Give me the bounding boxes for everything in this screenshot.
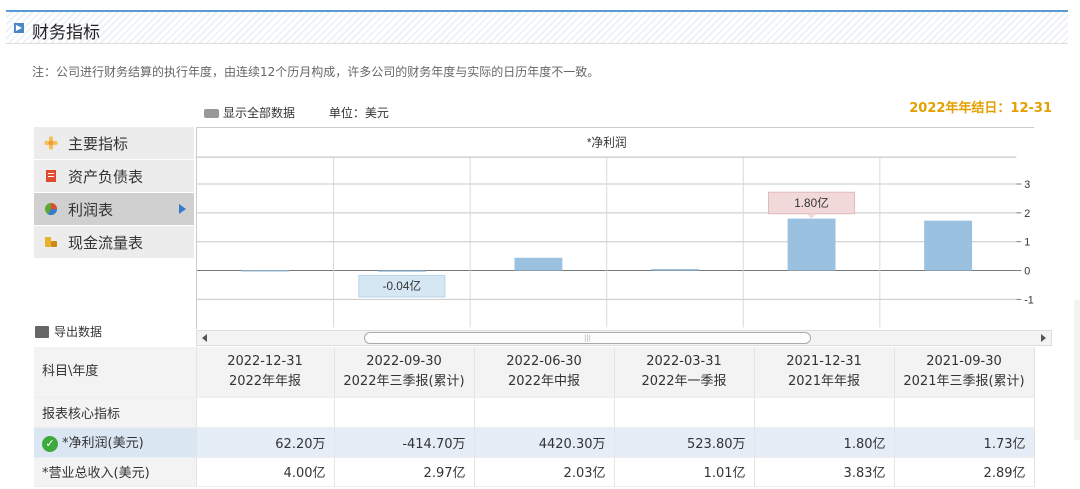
table-cell: 3.83亿 — [754, 457, 895, 487]
menu-item-income-statement[interactable]: 利润表 — [34, 193, 194, 226]
section-label: 报表核心指标 — [34, 397, 197, 428]
column-date: 2021-09-30 — [926, 353, 1002, 369]
table-cell: 523.80万 — [614, 427, 755, 458]
row-label: ✓ *净利润(美元) — [34, 427, 197, 458]
financial-table: 科目\年度 2022-12-31 2022年年报 2022-09-30 2022年三… — [34, 347, 1035, 487]
row-label-text: *净利润(美元) — [62, 436, 144, 452]
menu-item-label: 资产负债表 — [68, 167, 144, 186]
show-all-data-label: 显示全部数据 — [223, 106, 296, 120]
column-period: 2022年年报 — [228, 373, 302, 389]
grip-icon: ||| — [583, 334, 592, 342]
section-header: ▶ 财务指标 — [6, 10, 1068, 44]
check-icon[interactable]: ✓ — [42, 435, 58, 452]
table-cell: 2.89亿 — [894, 457, 1035, 487]
column-header[interactable]: 2022-09-30 2022年三季报(累计) — [334, 347, 475, 398]
table-row-revenue[interactable]: *营业总收入(美元) 4.00亿 2.97亿 2.03亿 1.01亿 3.83亿… — [34, 457, 1035, 487]
column-date: 2021-12-31 — [786, 353, 862, 369]
y-tick-label: 0 — [1024, 265, 1030, 277]
y-tick-label: -1 — [1024, 294, 1034, 306]
column-header[interactable]: 2022-12-31 2022年年报 — [196, 347, 335, 398]
menu-item-key-indicators[interactable]: 主要指标 — [34, 127, 194, 160]
speech-bubble-icon — [204, 109, 219, 118]
table-cell: 62.20万 — [196, 427, 335, 458]
page-scroll-edge — [1074, 300, 1080, 440]
tooltip-pointer — [806, 213, 817, 219]
column-date: 2022-09-30 — [366, 353, 442, 369]
table-cell: 2.97亿 — [334, 457, 475, 487]
y-tick-label: 3 — [1024, 179, 1030, 191]
table-cell: 1.73亿 — [894, 427, 1035, 458]
table-cell: 2.03亿 — [474, 457, 615, 487]
column-header[interactable]: 2021-12-31 2021年年报 — [754, 347, 895, 398]
fiscal-year-note: 注：公司进行财务结算的执行年度，由连续12个历月构成，许多公司的财务年度与实际的… — [32, 65, 600, 79]
value-tooltip — [358, 274, 446, 298]
pie-chart-icon — [45, 203, 57, 216]
table-row-net-profit[interactable]: ✓ *净利润(美元) 62.20万 -414.70万 4420.30万 523.8… — [34, 427, 1035, 458]
net-profit-chart: *净利润 3 2 1 0 -1 1.80亿 -0.04亿 — [196, 127, 1034, 329]
column-period: 2022年三季报(累计) — [343, 373, 465, 389]
table-header-row: 科目\年度 2022-12-31 2022年年报 2022-09-30 2022年三… — [34, 347, 1035, 398]
unit-label: 单位：美元 — [328, 106, 389, 120]
export-data-button[interactable]: 导出数据 — [35, 323, 102, 340]
y-tick-label: 2 — [1024, 208, 1030, 220]
active-arrow-icon — [179, 204, 186, 214]
table-cell: 4.00亿 — [196, 457, 335, 487]
column-period: 2022年一季报 — [641, 373, 727, 389]
section-marker-icon: ▶ — [14, 23, 24, 33]
menu-item-cash-flow[interactable]: 现金流量表 — [34, 226, 194, 259]
flower-icon — [44, 136, 58, 150]
coins-icon — [45, 237, 57, 247]
menu-item-label: 利润表 — [68, 200, 114, 219]
section-row: 报表核心指标 — [34, 397, 1035, 428]
menu-item-label: 现金流量表 — [68, 233, 144, 252]
column-date: 2022-06-30 — [506, 353, 582, 369]
statement-menu: 主要指标 资产负债表 利润表 现金流量表 — [34, 127, 194, 259]
chart-bar — [241, 270, 290, 272]
menu-item-label: 主要指标 — [68, 134, 129, 153]
chart-title: *净利润 — [587, 135, 627, 149]
column-header[interactable]: 2021-09-30 2021年三季报(累计) — [894, 347, 1035, 398]
chart-bar — [651, 269, 699, 271]
row-label: *营业总收入(美元) — [34, 457, 197, 487]
fiscal-year-end: 2022年年结日：12-31 — [909, 101, 1052, 116]
document-icon — [46, 170, 56, 182]
table-cell: -414.70万 — [334, 427, 475, 458]
table-cell: 1.80亿 — [754, 427, 895, 458]
chart-bar — [514, 257, 563, 271]
export-label: 导出数据 — [54, 325, 103, 339]
scroll-right-icon[interactable] — [1041, 334, 1046, 342]
column-date: 2022-12-31 — [227, 353, 303, 369]
scroll-thumb[interactable]: ||| — [364, 332, 811, 344]
column-period: 2021年年报 — [787, 373, 861, 389]
chart-bar — [787, 218, 836, 271]
export-icon — [35, 325, 49, 338]
table-cell: 4420.30万 — [474, 427, 615, 458]
menu-item-balance-sheet[interactable]: 资产负债表 — [34, 160, 194, 193]
show-all-data-button[interactable]: 显示全部数据 — [204, 106, 299, 120]
column-date: 2022-03-31 — [646, 353, 722, 369]
column-header[interactable]: 2022-06-30 2022年中报 — [474, 347, 615, 398]
table-cell: 1.01亿 — [614, 457, 755, 487]
y-tick-label: 1 — [1024, 237, 1030, 249]
scroll-left-icon[interactable] — [202, 334, 207, 342]
column-header[interactable]: 2022-03-31 2022年一季报 — [614, 347, 755, 398]
section-title: 财务指标 — [32, 23, 100, 43]
chart-scrollbar[interactable]: ||| — [196, 330, 1052, 346]
chart-toolbar: 显示全部数据 单位：美元 — [204, 104, 389, 121]
chart-bar — [377, 270, 426, 272]
chart-bar — [924, 220, 973, 271]
column-period: 2022年中报 — [507, 373, 581, 389]
column-period: 2021年三季报(累计) — [903, 373, 1025, 389]
value-tooltip-label: -0.04亿 — [383, 279, 421, 293]
corner-header: 科目\年度 — [34, 347, 197, 398]
value-tooltip-label: 1.80亿 — [794, 196, 829, 210]
